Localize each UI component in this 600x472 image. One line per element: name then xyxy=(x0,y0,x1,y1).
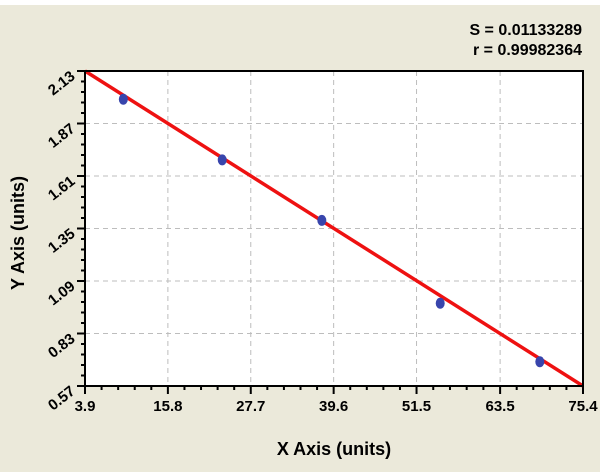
x-tick-labels: 3.9 15.8 27.7 39.6 51.5 63.5 75.4 xyxy=(75,398,599,415)
y-tick-label: 1.87 xyxy=(45,120,78,151)
stat-s-value: S = 0.01133289 xyxy=(469,22,582,39)
y-tick-label: 0.57 xyxy=(45,383,78,414)
x-tick-label: 27.7 xyxy=(236,398,265,415)
y-tick-label: 0.83 xyxy=(45,330,78,361)
y-tick-label: 2.13 xyxy=(45,68,78,99)
x-tick-label: 15.8 xyxy=(153,398,182,415)
data-point xyxy=(317,214,327,226)
x-tick-label: 51.5 xyxy=(402,398,431,415)
data-points xyxy=(118,93,545,368)
y-tick-labels: 2.13 1.87 1.61 1.35 1.09 0.83 0.57 xyxy=(45,68,78,414)
y-tick-label: 1.35 xyxy=(45,225,78,256)
x-tick-label: 75.4 xyxy=(568,398,598,415)
y-tick-label: 1.61 xyxy=(45,173,78,204)
x-tick-label: 39.6 xyxy=(319,398,348,415)
y-tick-label: 1.09 xyxy=(45,278,78,309)
plot-border xyxy=(84,70,584,387)
fit-line xyxy=(84,69,584,388)
x-tick-label: 3.9 xyxy=(75,398,96,415)
stat-r-value: r = 0.99982364 xyxy=(473,42,582,59)
top-border-strip xyxy=(0,0,600,5)
x-tick-label: 63.5 xyxy=(486,398,515,415)
y-axis-title: Y Axis (units) xyxy=(8,176,28,290)
data-point xyxy=(435,297,445,309)
data-point xyxy=(217,154,227,166)
x-axis-title: X Axis (units) xyxy=(277,439,391,459)
data-point xyxy=(118,93,128,105)
data-point xyxy=(535,356,545,368)
regression-line xyxy=(84,69,584,388)
